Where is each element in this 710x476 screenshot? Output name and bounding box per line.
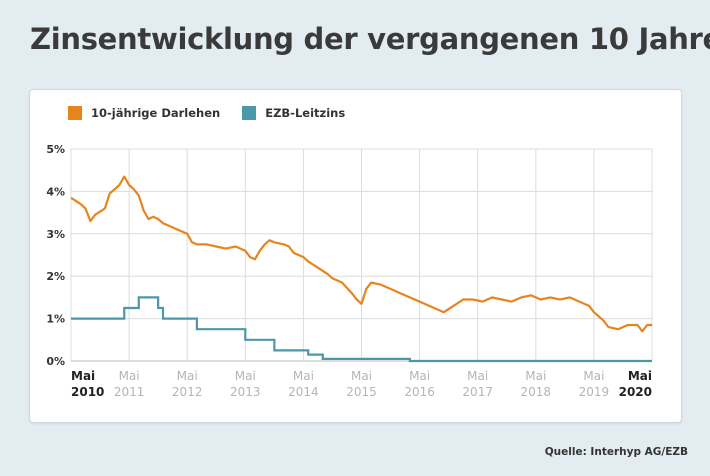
chart-card: 10-jährige Darlehen EZB-Leitzins 0% 1% 2% 3… [29,89,682,423]
legend-item-darlehen: 10-jährige Darlehen [68,106,220,120]
chart-title: Zinsentwicklung der vergangenen 10 Jahre [30,22,710,56]
x-tick-month: Mai [525,369,546,383]
x-tick-month: Mai [467,369,488,383]
x-tick-month: Mai [628,369,652,383]
y-tick-label: 4% [46,185,65,198]
x-tick-year: 2010 [71,385,104,399]
y-tick-label: 1% [46,313,65,326]
x-tick-year: 2018 [521,385,552,399]
series-line-ezb-leitzins [71,296,652,363]
source-note: Quelle: Interhyp AG/EZB [544,446,688,458]
y-tick-label: 0% [46,355,65,368]
x-tick-year: 2016 [404,385,435,399]
y-tick-label: 2% [46,270,65,283]
x-tick-month: Mai [71,369,95,383]
x-tick-month: Mai [119,369,140,383]
x-tick-year: 2017 [462,385,493,399]
legend-swatch-darlehen [68,106,82,120]
x-tick-month: Mai [409,369,430,383]
x-tick-month: Mai [351,369,372,383]
x-tick-year: 2013 [230,385,261,399]
x-tick-month: Mai [293,369,314,383]
x-tick-month: Mai [235,369,256,383]
x-tick-year: 2015 [346,385,377,399]
series-line-darlehen [70,175,652,333]
x-tick-year: 2019 [579,385,610,399]
legend-item-ezb: EZB-Leitzins [242,106,345,120]
x-tick-year: 2011 [114,385,145,399]
x-tick-month: Mai [177,369,198,383]
y-tick-label: 5% [46,143,65,156]
x-tick-month: Mai [583,369,604,383]
legend-label-darlehen: 10-jährige Darlehen [91,106,221,120]
legend-label-ezb: EZB-Leitzins [265,106,346,120]
y-tick-label: 3% [46,228,65,241]
x-tick-year: 2020 [619,385,652,399]
chart-plot: 0% 1% 2% 3% 4% 5% Mai 2010 Mai 2011 Mai 2012 Mai 2013… [46,143,653,399]
legend-swatch-ezb [242,106,257,120]
x-tick-year: 2014 [288,385,319,399]
x-tick-year: 2012 [172,385,203,399]
legend: 10-jährige Darlehen EZB-Leitzins [68,106,367,120]
